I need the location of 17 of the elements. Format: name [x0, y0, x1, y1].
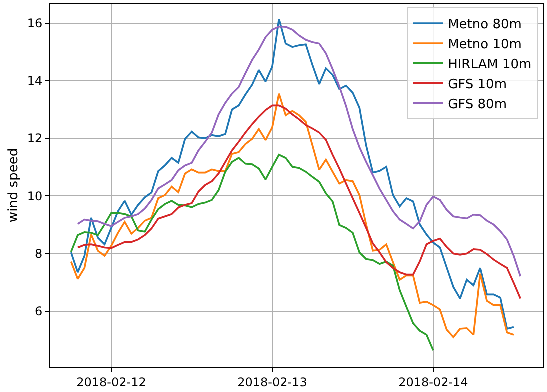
- y-tick-label: 16: [27, 16, 43, 30]
- line-series: [70, 92, 515, 338]
- y-tick-label: 8: [34, 246, 43, 261]
- legend-label: HIRLAM 10m: [448, 57, 532, 72]
- legend-label: GFS 10m: [448, 77, 507, 92]
- y-tick-label: 10: [27, 189, 43, 204]
- legend-label: Metno 80m: [448, 18, 522, 33]
- y-axis-title: wind speed: [6, 148, 22, 223]
- x-tick-label: 2018-02-12: [76, 375, 146, 390]
- legend-label: Metno 10m: [448, 38, 522, 53]
- legend-label: GFS 80m: [448, 97, 507, 112]
- y-tick-label: 14: [27, 74, 43, 88]
- y-tick-label: 6: [34, 304, 43, 319]
- y-tick-label: 12: [27, 132, 43, 146]
- line-series: [70, 154, 434, 352]
- x-tick-label: 2018-02-13: [238, 375, 308, 390]
- x-tick-label: 2018-02-14: [398, 375, 468, 390]
